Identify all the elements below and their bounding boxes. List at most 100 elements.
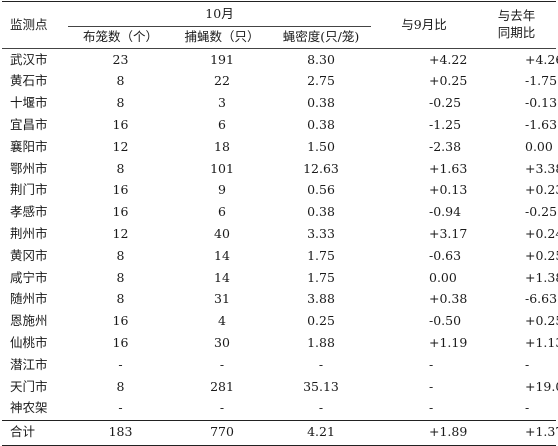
cell-site: 咸宁市 bbox=[10, 269, 48, 285]
table-row: 仙桃市 16 30 1.88 +1.19 +1.13 bbox=[2, 332, 558, 354]
cell-yoy: +0.25 bbox=[525, 247, 558, 263]
cell-density: 2.75 bbox=[307, 73, 335, 89]
table-row: 潜江市 - - - - - bbox=[2, 354, 556, 376]
cell-density: 12.63 bbox=[303, 160, 339, 176]
cell-traps: 23 bbox=[112, 51, 129, 67]
cell-site: 仙桃市 bbox=[10, 335, 48, 350]
total-row: 合计 183 770 4.21 +1.89 +1.37 bbox=[2, 419, 558, 446]
cell-density: 0.38 bbox=[307, 95, 335, 111]
cell-density: 1.88 bbox=[307, 335, 335, 350]
cell-density: 0.25 bbox=[307, 313, 335, 329]
cell-yoy: +0.24 bbox=[525, 226, 558, 242]
table-row: 神农架 - - - - - bbox=[2, 398, 556, 420]
cell-traps: 8 bbox=[116, 160, 125, 176]
cell-vs-sep: 0.00 bbox=[429, 269, 457, 285]
header-yoy-line1: 与去年 bbox=[497, 8, 536, 24]
header-vs-sep: 与9月比 bbox=[371, 1, 477, 49]
table-row: 鄂州市 8 101 12.63 +1.63 +3.38 bbox=[2, 158, 558, 180]
header-october: 10月 bbox=[68, 1, 371, 27]
cell-traps: 16 bbox=[112, 117, 129, 133]
cell-yoy: +1.38 bbox=[525, 269, 558, 285]
total-yoy: +1.37 bbox=[477, 419, 558, 446]
cell-vs-sep: +0.25 bbox=[429, 73, 468, 89]
cell-site: 天门市 bbox=[10, 378, 48, 394]
cell-site: 神农架 bbox=[10, 400, 48, 416]
cell-site: 襄阳市 bbox=[10, 138, 48, 154]
cell-site: 武汉市 bbox=[10, 51, 48, 67]
table-row: 十堰市 8 3 0.38 -0.25 -0.13 bbox=[2, 93, 558, 115]
total-vs-sep: +1.89 bbox=[371, 419, 477, 446]
header-site: 监测点 bbox=[2, 1, 68, 49]
cell-vs-sep: +3.17 bbox=[429, 226, 468, 242]
cell-flies: 281 bbox=[210, 378, 234, 394]
cell-vs-sep: - bbox=[429, 378, 434, 394]
cell-traps: 8 bbox=[116, 291, 125, 307]
cell-traps: 12 bbox=[112, 226, 129, 242]
cell-yoy: -1.75 bbox=[525, 73, 558, 89]
cell-yoy: -0.25 bbox=[525, 204, 558, 220]
cell-yoy: +4.26 bbox=[525, 51, 558, 67]
cell-traps: 8 bbox=[116, 95, 125, 111]
cell-yoy: -6.63 bbox=[525, 291, 558, 307]
cell-density: - bbox=[318, 400, 324, 416]
cell-flies: 3 bbox=[218, 95, 226, 111]
header-traps: 布笼数（个） bbox=[68, 26, 173, 49]
table-row: 武汉市 23 191 8.30 +4.22 +4.26 bbox=[2, 49, 558, 71]
cell-flies: 101 bbox=[210, 160, 234, 176]
cell-traps: 16 bbox=[112, 335, 129, 350]
cell-flies: 31 bbox=[214, 291, 230, 307]
cell-site: 荆州市 bbox=[10, 226, 48, 242]
cell-density: 1.50 bbox=[307, 138, 335, 154]
table-row: 宜昌市 16 6 0.38 -1.25 -1.63 bbox=[2, 114, 558, 136]
cell-density: 3.33 bbox=[307, 226, 335, 242]
cell-flies: 40 bbox=[214, 226, 230, 242]
table-row: 荆州市 12 40 3.33 +3.17 +0.24 bbox=[2, 223, 558, 245]
total-flies: 770 bbox=[173, 419, 271, 446]
total-traps: 183 bbox=[68, 419, 173, 446]
cell-flies: 6 bbox=[218, 117, 226, 133]
cell-yoy: +3.38 bbox=[525, 160, 558, 176]
cell-vs-sep: -2.38 bbox=[429, 138, 462, 154]
cell-flies: 9 bbox=[218, 182, 226, 198]
cell-flies: 22 bbox=[214, 73, 230, 89]
cell-traps: 16 bbox=[112, 313, 129, 329]
cell-site: 孝感市 bbox=[10, 204, 48, 220]
cell-site: 荆门市 bbox=[10, 182, 48, 198]
table-row: 天门市 8 281 35.13 - +19.00 bbox=[2, 376, 558, 398]
cell-traps: 8 bbox=[116, 73, 125, 89]
cell-vs-sep: -0.50 bbox=[429, 313, 462, 329]
table-body: 武汉市231918.30+4.22+4.26黄石市8222.75+0.25-1.… bbox=[2, 49, 558, 421]
cell-flies: 4 bbox=[218, 313, 226, 329]
table-row: 恩施州 16 4 0.25 -0.50 +0.25 bbox=[2, 311, 558, 333]
cell-site: 随州市 bbox=[10, 291, 48, 307]
cell-flies: 14 bbox=[214, 247, 230, 263]
cell-traps: 8 bbox=[116, 247, 125, 263]
cell-yoy: - bbox=[525, 356, 530, 372]
cell-site: 宜昌市 bbox=[10, 117, 48, 133]
cell-traps: 12 bbox=[112, 138, 129, 154]
cell-vs-sep: -0.94 bbox=[429, 204, 462, 220]
table-row: 咸宁市 8 14 1.75 0.00 +1.38 bbox=[2, 267, 558, 289]
cell-flies: 18 bbox=[214, 138, 230, 154]
table-row: 孝感市 16 6 0.38 -0.94 -0.25 bbox=[2, 202, 558, 224]
cell-traps: - bbox=[118, 400, 123, 416]
total-density: 4.21 bbox=[271, 419, 371, 446]
table-row: 襄阳市 12 18 1.50 -2.38 0.00 bbox=[2, 136, 556, 158]
cell-density: 35.13 bbox=[303, 378, 339, 394]
table-row: 荆门市 16 9 0.56 +0.13 +0.23 bbox=[2, 180, 558, 202]
table-row: 黄石市 8 22 2.75 +0.25 -1.75 bbox=[2, 71, 558, 93]
cell-vs-sep: +1.63 bbox=[429, 160, 468, 176]
cell-yoy: -0.13 bbox=[525, 95, 558, 111]
cell-density: 1.75 bbox=[307, 269, 335, 285]
cell-vs-sep: -0.25 bbox=[429, 95, 462, 111]
cell-flies: 191 bbox=[210, 51, 234, 67]
cell-traps: 16 bbox=[112, 182, 129, 198]
cell-flies: 6 bbox=[218, 204, 226, 220]
header-yoy-line2: 同期比 bbox=[497, 25, 536, 40]
header-yoy: 与去年 同期比 bbox=[477, 1, 556, 49]
cell-flies: - bbox=[219, 356, 225, 372]
cell-yoy: -1.63 bbox=[525, 117, 558, 133]
table-row: 黄冈市 8 14 1.75 -0.63 +0.25 bbox=[2, 245, 558, 267]
cell-vs-sep: -1.25 bbox=[429, 117, 462, 133]
